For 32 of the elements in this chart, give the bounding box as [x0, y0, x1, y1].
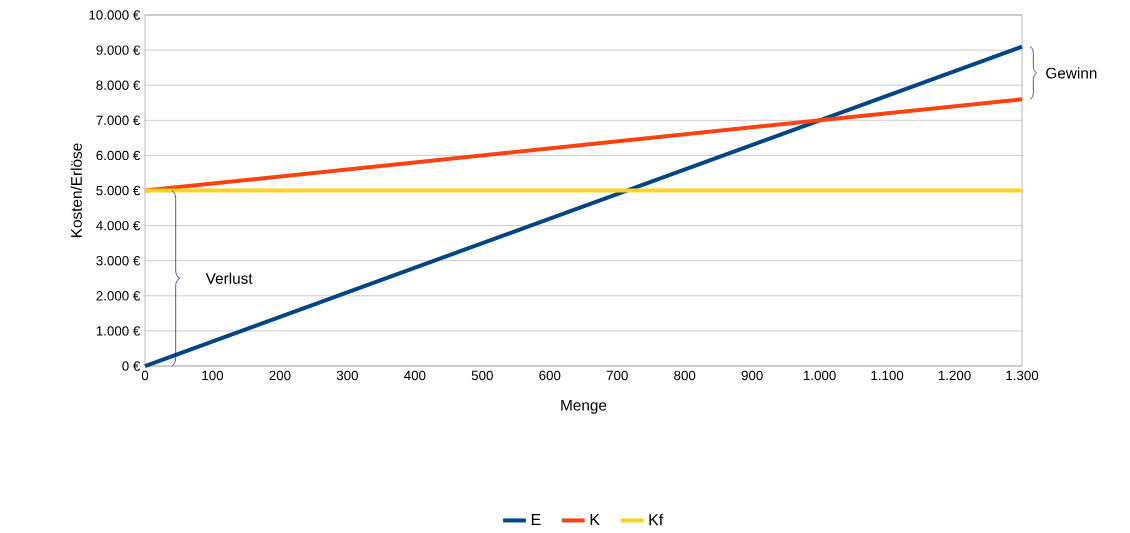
x-tick-label: 200	[269, 370, 291, 381]
x-tick-label: 1.300	[1006, 370, 1039, 381]
y-tick-label: 9.000 €	[96, 45, 141, 55]
x-tick-label: 600	[539, 370, 561, 381]
y-tick-label: 10.000 €	[89, 10, 141, 20]
x-tick-label: 500	[471, 370, 493, 381]
y-tick-label: 0 €	[122, 361, 141, 371]
x-tick-label: 900	[741, 370, 763, 381]
y-tick-label: 4.000 €	[96, 220, 141, 231]
x-tick-label: 300	[336, 370, 358, 381]
x-tick-label: 100	[202, 370, 224, 381]
x-tick-label: 0	[141, 370, 149, 381]
legend-label: E	[531, 513, 541, 525]
y-tick-label: 2.000 €	[96, 291, 141, 301]
y-axis-title: Kosten/Erlöse	[70, 143, 82, 237]
x-tick-label: 400	[404, 370, 426, 381]
x-axis-title: Menge	[561, 399, 607, 414]
y-tick-label: 5.000 €	[96, 185, 141, 196]
x-tick-label: 1.000	[803, 370, 836, 381]
x-tick-label: 1.100	[871, 370, 904, 381]
text: Gewinn	[1046, 67, 1097, 79]
y-tick-label: 1.000 €	[96, 326, 141, 336]
x-tick-label: 800	[674, 370, 696, 381]
x-tick-label: 1.200	[938, 370, 971, 381]
y-tick-label: 3.000 €	[96, 255, 141, 266]
legend-label: Kf	[649, 513, 664, 526]
y-tick-label: 7.000 €	[96, 115, 141, 126]
y-tick-label: 8.000 €	[96, 80, 141, 90]
x-tick-label: 700	[606, 370, 628, 381]
legend-label: K	[590, 513, 600, 525]
y-tick-label: 6.000 €	[96, 150, 141, 161]
annotation: Verlust	[205, 272, 253, 284]
